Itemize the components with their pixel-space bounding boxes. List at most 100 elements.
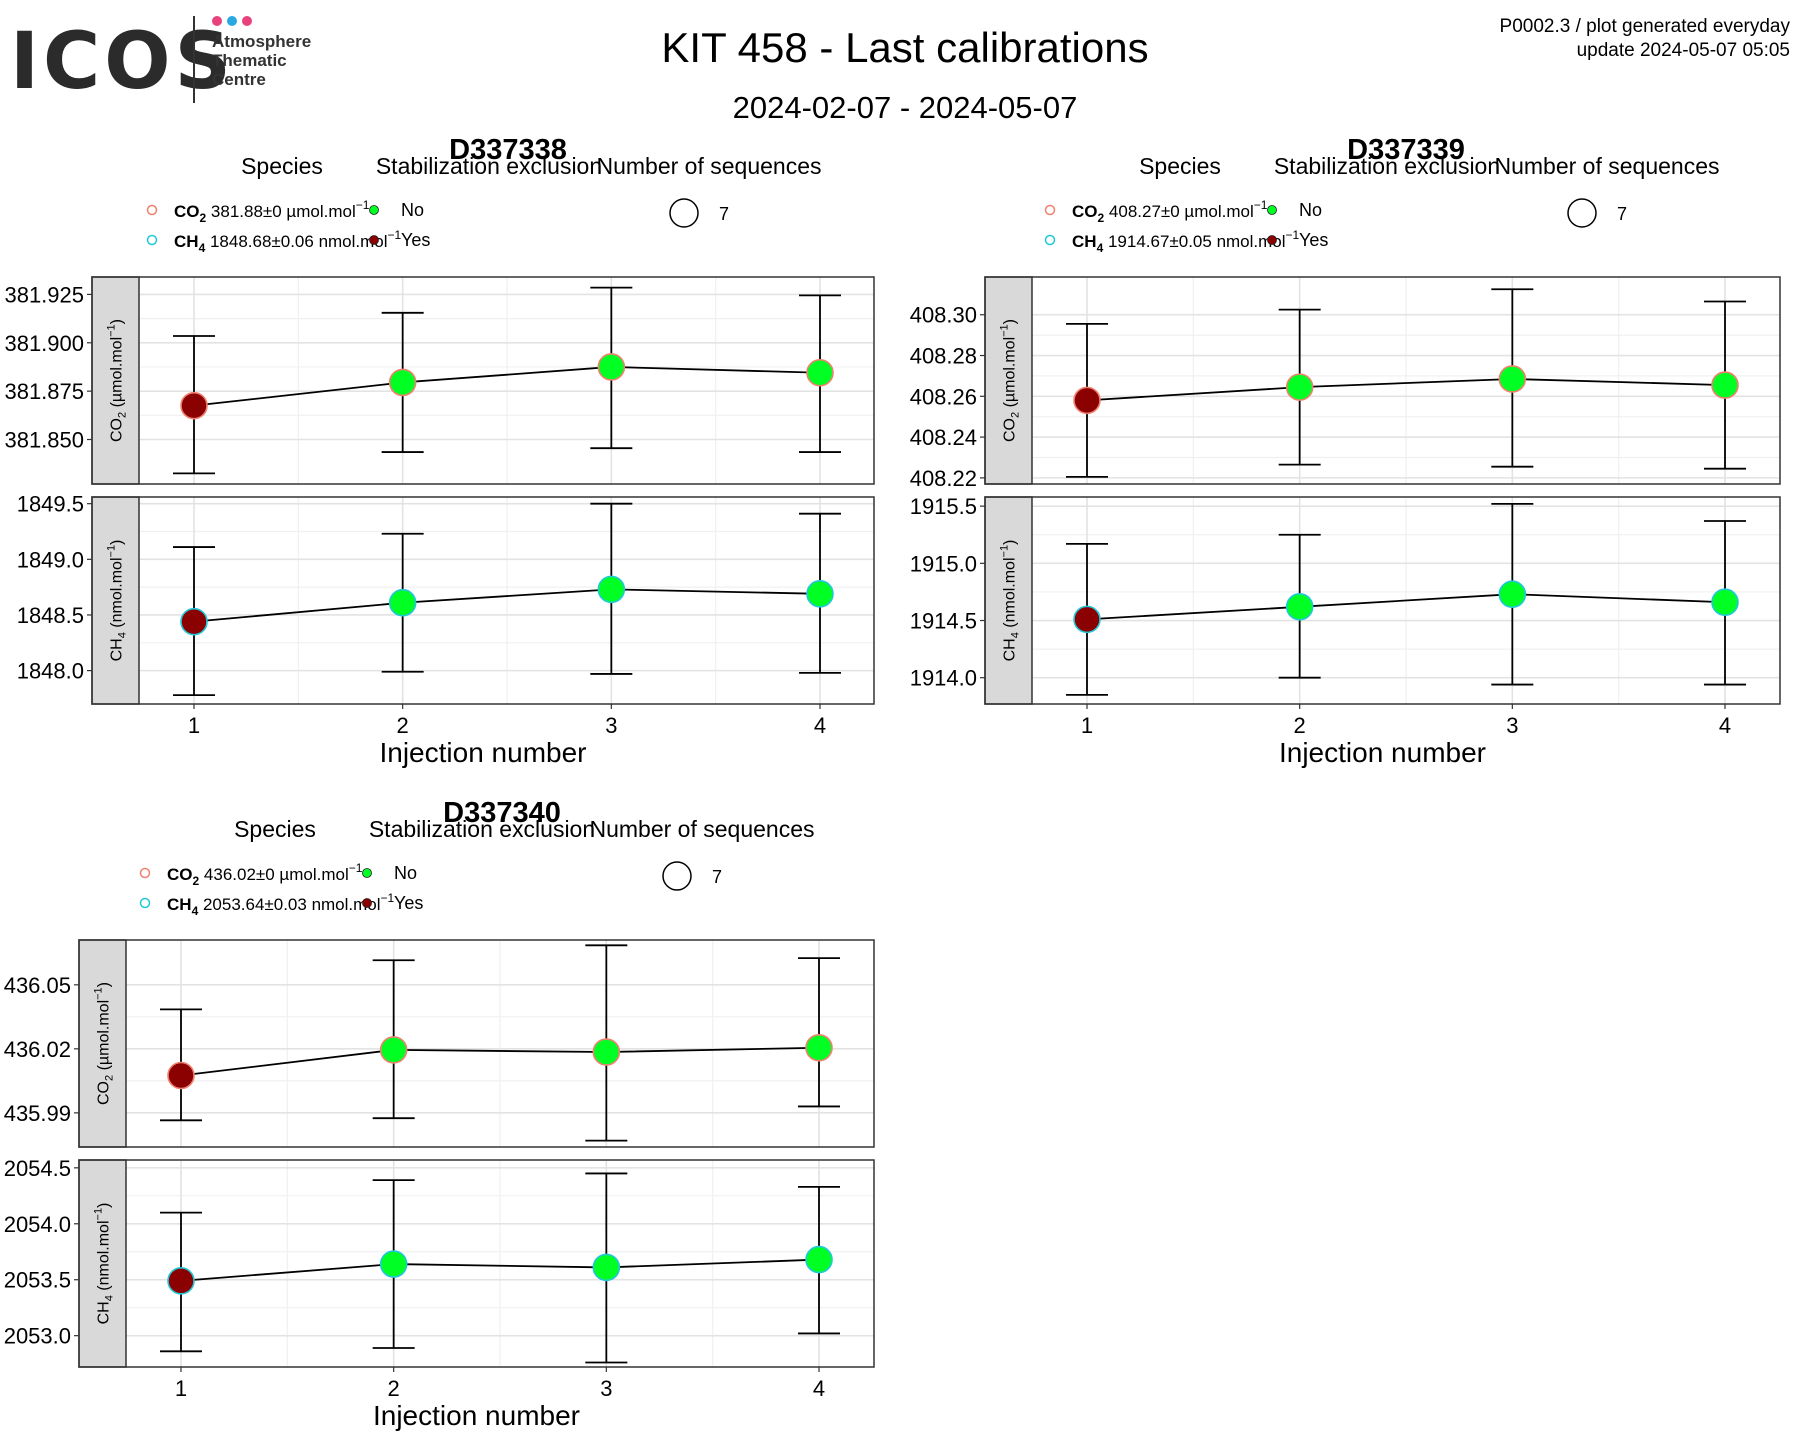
panel-ch4: 2053.0 2053.5 2054.0 2054.5 CH4 (nmol.mol−1)	[4, 1156, 875, 1368]
y-tick-label: 381.925	[4, 282, 84, 307]
x-tick-label: 3	[600, 1376, 612, 1401]
panel-border	[78, 939, 875, 1148]
facet-strip	[91, 496, 140, 705]
x-axis-label: Injection number	[1279, 737, 1486, 768]
page-title: KIT 458 - Last calibrations	[661, 24, 1148, 71]
data-point	[379, 1250, 408, 1278]
panel-border	[984, 496, 1781, 705]
legend-key-no	[1267, 205, 1277, 215]
legend-label-yes: Yes	[394, 893, 423, 913]
facet-strip-label: CO2 (µmol.mol−1)	[106, 319, 129, 442]
y-tick-label: 2054.0	[4, 1212, 71, 1237]
series-line	[193, 366, 821, 407]
x-tick-label: 3	[605, 713, 617, 738]
legend-label-yes: Yes	[1299, 230, 1328, 250]
data-point	[1285, 592, 1314, 621]
y-tick-label: 408.22	[910, 466, 977, 491]
legend-key-yes	[369, 235, 379, 245]
chart-title: D337338	[449, 134, 567, 166]
legend-label-co2: CO2 381.88±0 µmol.mol−1	[174, 198, 370, 225]
y-tick-label: 2053.5	[4, 1268, 71, 1293]
legend-title-stabilization: Stabilization exclusion	[376, 153, 602, 179]
logo-dot-icon	[242, 16, 252, 26]
facet-strip-label: CO2 (µmol.mol−1)	[93, 982, 116, 1105]
panel-border	[984, 276, 1781, 485]
logo-dot-icon	[212, 16, 222, 26]
legend-title-species: Species	[234, 816, 316, 842]
legend-key-ch4	[146, 234, 158, 246]
y-tick-label: 2054.5	[4, 1156, 71, 1181]
data-point	[388, 588, 417, 617]
legend-label-yes: Yes	[401, 230, 430, 250]
data-point	[806, 358, 834, 387]
data-point	[167, 1061, 195, 1090]
legend-label-sequences: 7	[719, 204, 729, 224]
page-subtitle: 2024-02-07 - 2024-05-07	[733, 90, 1078, 125]
y-tick-label: 1915.5	[910, 494, 977, 519]
chart-D337338: D337338 Species Stabilization exclusionNum…	[4, 134, 875, 768]
y-tick-label: 1849.0	[17, 547, 84, 572]
legend-label-no: No	[1299, 200, 1322, 220]
x-tick-label: 1	[175, 1376, 187, 1401]
logo-dot-icon	[227, 16, 237, 26]
legend-label-no: No	[401, 200, 424, 220]
chart-D337339: D337339 Species Stabilization exclusionNum…	[910, 134, 1781, 768]
x-axis-label: Injection number	[379, 737, 586, 768]
y-tick-label: 408.28	[910, 344, 977, 369]
legend-key-sequences	[1567, 198, 1597, 228]
y-tick-label: 408.24	[910, 425, 977, 450]
legend-label-no: No	[394, 863, 417, 883]
y-tick-label: 381.900	[4, 331, 84, 356]
x-axis-label: Injection number	[373, 1400, 580, 1431]
data-point	[806, 580, 834, 608]
panel-border	[91, 496, 875, 705]
panel-ch4: 1848.0 1848.5 1849.0 1849.5 CH4 (nmol.mol−1)	[17, 492, 875, 705]
series-line	[1086, 593, 1726, 621]
legend-key-yes	[362, 898, 372, 908]
facet-strip-label: CO2 (µmol.mol−1)	[999, 319, 1022, 442]
panel-border	[78, 1159, 875, 1368]
y-tick-label: 1848.5	[17, 603, 84, 628]
legend-title-sequences: Number of sequences	[596, 153, 821, 179]
y-tick-label: 408.26	[910, 384, 977, 409]
legend-title-sequences: Number of sequences	[1494, 153, 1719, 179]
x-tick-label: 1	[188, 713, 200, 738]
x-tick-label: 2	[1294, 713, 1306, 738]
legend-key-ch4	[139, 897, 151, 909]
facet-strip	[78, 939, 127, 1148]
data-point	[1711, 588, 1739, 617]
legend-key-ch4	[1044, 234, 1056, 246]
y-tick-label: 1849.5	[17, 492, 84, 517]
legend-label-sequences: 7	[712, 867, 722, 887]
data-point	[1285, 373, 1314, 401]
data-point	[1498, 365, 1527, 393]
data-point	[805, 1245, 833, 1274]
x-tick-label: 4	[814, 713, 826, 738]
legend-key-sequences	[669, 198, 699, 228]
panel-co2: 408.22 408.24 408.26 408.28 408.30 CO2 (µmol.…	[910, 276, 1781, 491]
legend-key-yes	[1267, 235, 1277, 245]
legend-label-co2: CO2 408.27±0 µmol.mol−1	[1072, 198, 1268, 225]
legend-title-species: Species	[1139, 153, 1221, 179]
y-tick-label: 381.850	[4, 428, 84, 453]
legend-key-sequences	[662, 861, 692, 891]
legend-key-co2	[139, 867, 151, 879]
facet-strip-label: CH4 (nmol.mol−1)	[106, 540, 129, 662]
logo-sub-line: Thematic	[212, 51, 287, 70]
update-timestamp: update 2024-05-07 05:05	[1577, 40, 1790, 61]
series-line	[180, 1046, 820, 1077]
data-point	[1073, 386, 1101, 415]
panel-ch4: 1914.0 1914.5 1915.0 1915.5 CH4 (nmol.mol−1)	[910, 494, 1781, 705]
series-line	[1086, 378, 1726, 402]
chart-D337340: D337340 Species Stabilization exclusionNum…	[4, 797, 875, 1431]
facet-strip-label: CH4 (nmol.mol−1)	[93, 1203, 116, 1325]
y-tick-label: 436.05	[4, 973, 71, 998]
legend-label-ch4: CH4 1914.67±0.05 nmol.mol−1	[1072, 228, 1300, 255]
data-point	[379, 1036, 408, 1064]
legend-key-co2	[1044, 204, 1056, 216]
facet-strip	[78, 1159, 127, 1368]
data-point	[592, 1038, 621, 1066]
chart-title: D337340	[443, 797, 561, 829]
legend-label-ch4: CH4 1848.68±0.06 nmol.mol−1	[174, 228, 402, 255]
